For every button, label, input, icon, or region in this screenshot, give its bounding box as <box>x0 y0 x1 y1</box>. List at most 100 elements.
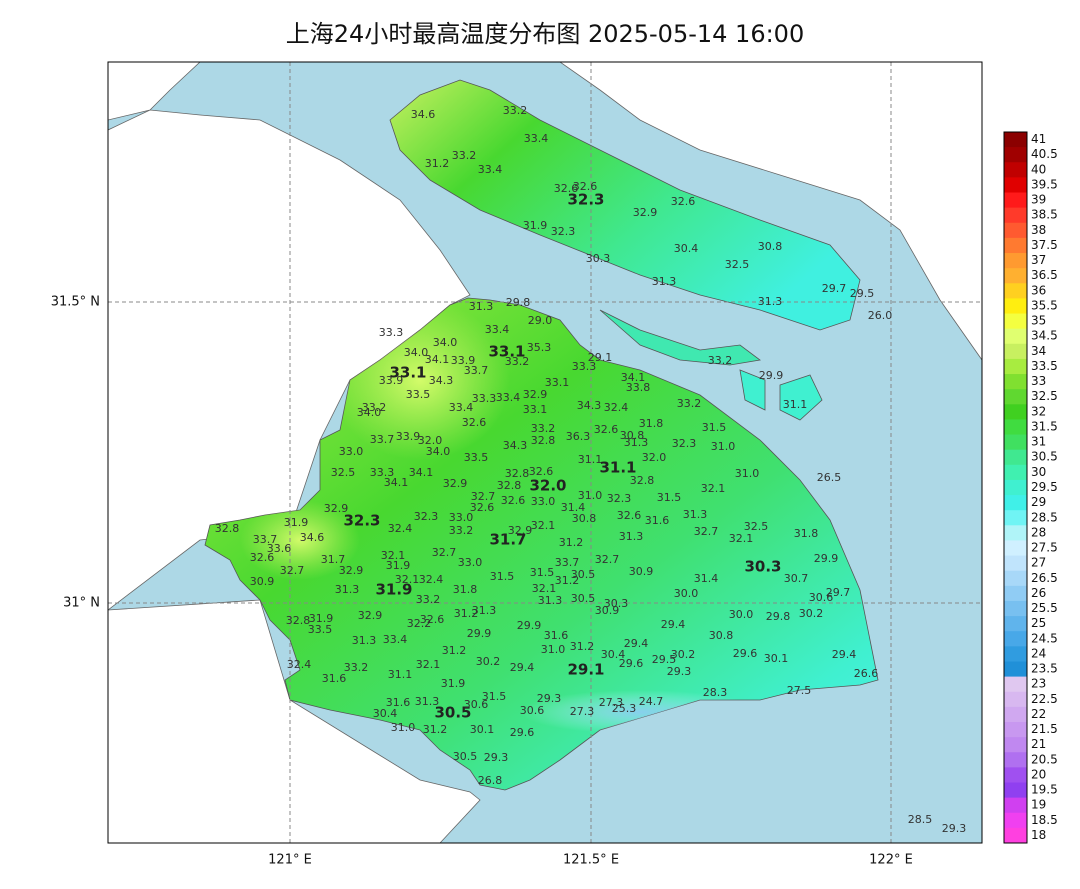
colorbar-label: 39.5 <box>1031 177 1058 191</box>
colorbar-cell <box>1004 752 1027 768</box>
colorbar-cell <box>1004 207 1027 224</box>
station-label: 31.3 <box>352 634 377 647</box>
station-label: 29.3 <box>537 692 562 705</box>
colorbar-label: 35.5 <box>1031 298 1058 312</box>
station-label: 30.8 <box>758 240 783 253</box>
colorbar-cell <box>1004 510 1027 526</box>
station-label: 31.3 <box>335 583 360 596</box>
station-label: 31.8 <box>453 583 478 596</box>
station-label: 33.3 <box>370 466 395 479</box>
colorbar: 4140.54039.53938.53837.53736.53635.53534… <box>1003 131 1058 844</box>
x-axis-label: 122° E <box>869 853 913 868</box>
station-label: 30.0 <box>729 608 754 621</box>
station-label: 34.1 <box>621 371 646 384</box>
station-label: 29.5 <box>652 653 677 666</box>
station-label: 27.3 <box>599 696 624 709</box>
colorbar-cell <box>1004 237 1027 254</box>
station-label: 32.6 <box>554 182 579 195</box>
station-label: 30.4 <box>601 648 626 661</box>
station-label: 33.5 <box>406 388 431 401</box>
station-label: 33.3 <box>379 326 404 339</box>
colorbar-label: 26 <box>1031 586 1046 600</box>
station-label: 29.1 <box>588 351 613 364</box>
land-south <box>108 599 481 843</box>
station-label: 30.4 <box>674 242 699 255</box>
station-label: 30.9 <box>629 565 654 578</box>
station-label: 34.6 <box>300 531 325 544</box>
station-label: 31.0 <box>391 721 416 734</box>
station-label: 27.3 <box>570 705 595 718</box>
major-station-label: 31.7 <box>489 531 526 549</box>
colorbar-cell <box>1004 616 1027 632</box>
station-label: 31.8 <box>639 417 664 430</box>
colorbar-label: 34 <box>1031 344 1046 358</box>
chongming-island <box>389 79 861 331</box>
station-label: 33.2 <box>449 524 474 537</box>
map-title: 上海24小时最高温度分布图 2025-05-14 16:00 <box>286 20 804 48</box>
station-label: 32.1 <box>381 549 406 562</box>
station-label: 29.6 <box>510 726 535 739</box>
station-label: 33.5 <box>308 623 333 636</box>
station-label: 33.5 <box>464 451 489 464</box>
station-label: 33.9 <box>451 354 476 367</box>
station-label: 32.3 <box>672 437 697 450</box>
colorbar-cell <box>1004 631 1027 647</box>
colorbar-label: 28.5 <box>1031 510 1058 524</box>
station-label: 32.1 <box>395 573 420 586</box>
station-label: 29.9 <box>759 369 784 382</box>
station-label: 32.7 <box>694 525 719 538</box>
station-label: 32.5 <box>744 520 769 533</box>
colorbar-cell <box>1004 147 1027 163</box>
station-label: 34.0 <box>357 406 382 419</box>
changxing-island <box>599 309 761 366</box>
colorbar-cell <box>1004 253 1027 269</box>
station-label: 33.1 <box>523 403 548 416</box>
colorbar-cell <box>1004 525 1027 541</box>
station-label: 32.7 <box>471 490 496 503</box>
station-label: 31.4 <box>561 501 586 514</box>
station-label: 31.3 <box>538 594 563 607</box>
station-label: 36.3 <box>566 430 591 443</box>
colorbar-cell <box>1004 570 1027 587</box>
station-label: 28.3 <box>703 686 728 699</box>
colorbar-cell <box>1004 827 1027 844</box>
station-label: 31.1 <box>388 668 413 681</box>
colorbar-label: 20 <box>1031 767 1046 781</box>
colorbar-label: 22.5 <box>1031 692 1058 706</box>
station-label: 29.7 <box>826 586 851 599</box>
colorbar-label: 25 <box>1031 616 1046 630</box>
station-label: 32.1 <box>532 582 557 595</box>
y-axis-label: 31.5° N <box>51 295 100 310</box>
station-label: 26.6 <box>854 667 879 680</box>
station-label: 31.3 <box>619 530 644 543</box>
station-label: 31.5 <box>657 491 682 504</box>
station-label: 32.1 <box>531 519 556 532</box>
colorbar-cell <box>1004 767 1027 783</box>
station-label: 32.6 <box>462 416 487 429</box>
colorbar-cell <box>1004 374 1027 390</box>
colorbar-label: 24 <box>1031 646 1046 660</box>
station-label: 31.2 <box>454 607 479 620</box>
colorbar-label: 23 <box>1031 677 1046 691</box>
colorbar-label: 23.5 <box>1031 662 1058 676</box>
station-label: 30.6 <box>809 591 834 604</box>
station-label: 32.2 <box>407 617 432 630</box>
station-label: 32.8 <box>531 434 556 447</box>
station-label: 32.9 <box>324 502 349 515</box>
colorbar-label: 32 <box>1031 404 1046 418</box>
station-label: 31.9 <box>523 219 548 232</box>
colorbar-cell <box>1004 479 1027 496</box>
colorbar-label: 37.5 <box>1031 238 1058 252</box>
major-station-label: 32.3 <box>567 191 604 209</box>
station-label: 31.1 <box>578 453 603 466</box>
station-label: 31.9 <box>284 516 309 529</box>
station-label: 26.5 <box>817 471 842 484</box>
station-label: 33.7 <box>370 433 395 446</box>
colorbar-cell <box>1004 358 1027 375</box>
station-label: 33.4 <box>496 391 521 404</box>
station-label: 29.4 <box>832 648 857 661</box>
station-label: 33.7 <box>253 533 278 546</box>
station-label: 29.5 <box>850 287 875 300</box>
station-label: 29.9 <box>467 627 492 640</box>
station-label: 30.5 <box>571 592 596 605</box>
